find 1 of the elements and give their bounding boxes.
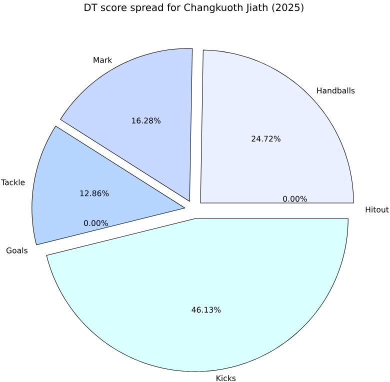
chart-title: DT score spread for Changkuoth Jiath (2025) xyxy=(84,3,304,13)
